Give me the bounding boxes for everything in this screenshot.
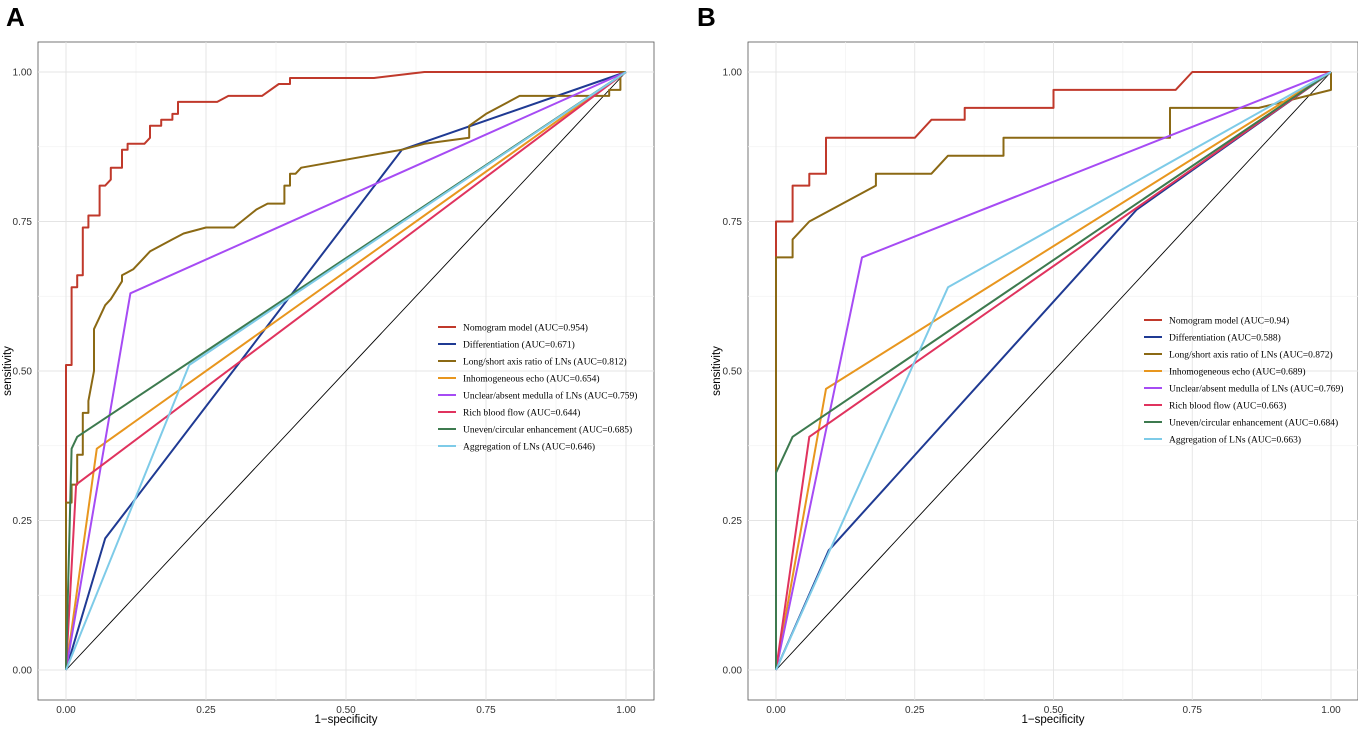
- panel-a-legend: Nomogram model (AUC=0.954) Differentiati…: [438, 323, 637, 453]
- legend-label: Differentiation (AUC=0.588): [1169, 333, 1281, 344]
- panel-b: B 0.00 0.25 0.50 0.75 1.00 0.00 0.25 0.5…: [697, 2, 1358, 726]
- legend-label: Nomogram model (AUC=0.954): [463, 323, 588, 334]
- y-tick-label: 0.50: [723, 367, 743, 378]
- y-tick-label: 1.00: [13, 68, 33, 79]
- roc-curve-series: [65, 71, 627, 671]
- legend-label: Unclear/absent medulla of LNs (AUC=0.769…: [1169, 384, 1343, 395]
- legend-label: Uneven/circular enhancement (AUC=0.684): [1169, 418, 1338, 429]
- roc-curve-series: [65, 71, 626, 670]
- legend-label: Nomogram model (AUC=0.94): [1169, 316, 1289, 327]
- panel-b-x-axis-title: 1−specificity: [1022, 714, 1085, 726]
- roc-curve-series: [775, 71, 1332, 671]
- panel-a-letter: A: [6, 2, 25, 32]
- panel-b-y-ticks: 0.00 0.25 0.50 0.75 1.00: [723, 68, 743, 677]
- roc-curve-series: [775, 71, 1332, 671]
- roc-curve-series: [775, 71, 1332, 671]
- y-tick-label: 0.00: [13, 666, 33, 677]
- x-tick-label: 0.00: [56, 705, 76, 716]
- legend-label: Inhomogeneous echo (AUC=0.654): [463, 374, 599, 385]
- panel-b-y-axis-title: sensitivity: [711, 346, 723, 396]
- panel-a-reference-line: [65, 71, 627, 671]
- roc-curve-series: [65, 71, 627, 671]
- roc-curve-series: [775, 72, 1332, 670]
- legend-label: Aggregation of LNs (AUC=0.663): [1169, 435, 1301, 446]
- x-tick-label: 0.75: [1183, 705, 1203, 716]
- panel-b-letter: B: [697, 2, 716, 32]
- panel-a-x-ticks: 0.00 0.25 0.50 0.75 1.00: [56, 705, 636, 716]
- x-tick-label: 0.50: [1044, 705, 1064, 716]
- y-tick-label: 0.75: [723, 217, 743, 228]
- roc-curve-series: [65, 71, 627, 671]
- roc-curve-series: [65, 71, 626, 670]
- legend-label: Rich blood flow (AUC=0.663): [1169, 401, 1286, 412]
- y-tick-label: 0.75: [13, 217, 33, 228]
- panel-b-reference-line: [775, 71, 1332, 671]
- x-tick-label: 1.00: [1321, 705, 1341, 716]
- x-tick-label: 1.00: [616, 705, 636, 716]
- panel-a: A 0.00 0.25 0.50 0.75 1.00 0.00 0.25 0.5…: [2, 2, 655, 726]
- roc-curve-series: [775, 71, 1332, 671]
- roc-curve-series: [775, 71, 1331, 670]
- panel-a-y-axis-title: sensitivity: [2, 346, 14, 396]
- roc-curve-series: [65, 71, 627, 671]
- x-tick-label: 0.25: [905, 705, 925, 716]
- panel-a-y-ticks: 0.00 0.25 0.50 0.75 1.00: [13, 68, 33, 677]
- legend-label: Long/short axis ratio of LNs (AUC=0.872): [1169, 350, 1333, 361]
- legend-label: Long/short axis ratio of LNs (AUC=0.812): [463, 357, 627, 368]
- y-tick-label: 0.50: [13, 367, 33, 378]
- roc-curve-series: [65, 71, 627, 671]
- panel-a-x-axis-title: 1−specificity: [315, 714, 378, 726]
- panel-a-series: [65, 71, 627, 671]
- panel-b-series: [775, 71, 1332, 671]
- panel-b-x-ticks: 0.00 0.25 0.50 0.75 1.00: [766, 705, 1341, 716]
- legend-label: Unclear/absent medulla of LNs (AUC=0.759…: [463, 391, 637, 402]
- legend-label: Rich blood flow (AUC=0.644): [463, 408, 580, 419]
- y-tick-label: 0.25: [13, 516, 33, 527]
- legend-label: Inhomogeneous echo (AUC=0.689): [1169, 367, 1305, 378]
- roc-curve-series: [65, 71, 627, 671]
- x-tick-label: 0.25: [196, 705, 216, 716]
- legend-label: Uneven/circular enhancement (AUC=0.685): [463, 425, 632, 436]
- x-tick-label: 0.75: [476, 705, 496, 716]
- y-tick-label: 0.00: [723, 666, 743, 677]
- y-tick-label: 1.00: [723, 68, 743, 79]
- legend-label: Aggregation of LNs (AUC=0.646): [463, 442, 595, 453]
- x-tick-label: 0.50: [336, 705, 356, 716]
- y-tick-label: 0.25: [723, 516, 743, 527]
- x-tick-label: 0.00: [766, 705, 786, 716]
- legend-label: Differentiation (AUC=0.671): [463, 340, 575, 351]
- panel-b-legend: Nomogram model (AUC=0.94) Differentiatio…: [1144, 316, 1343, 446]
- roc-curve-series: [775, 71, 1332, 670]
